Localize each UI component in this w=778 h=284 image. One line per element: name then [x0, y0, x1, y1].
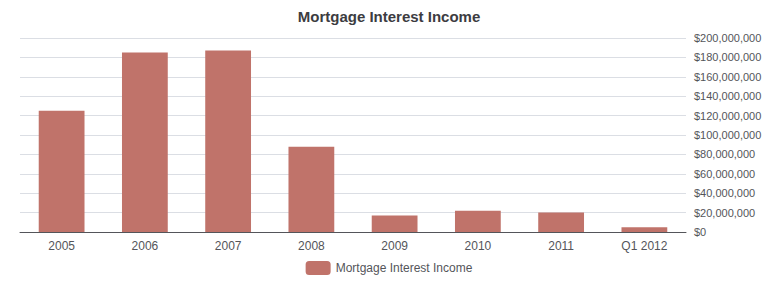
svg-text:$100,000,000: $100,000,000: [694, 129, 761, 141]
svg-text:2005: 2005: [48, 239, 75, 253]
svg-text:2009: 2009: [381, 239, 408, 253]
svg-text:$80,000,000: $80,000,000: [694, 148, 755, 160]
svg-text:2007: 2007: [215, 239, 242, 253]
svg-text:$180,000,000: $180,000,000: [694, 51, 761, 63]
svg-text:$140,000,000: $140,000,000: [694, 90, 761, 102]
svg-text:$0: $0: [694, 226, 706, 238]
svg-text:2006: 2006: [132, 239, 159, 253]
svg-text:Q1 2012: Q1 2012: [621, 239, 667, 253]
svg-text:$160,000,000: $160,000,000: [694, 71, 761, 83]
svg-text:Mortgage Interest Income: Mortgage Interest Income: [336, 261, 473, 275]
svg-text:2010: 2010: [465, 239, 492, 253]
svg-text:2008: 2008: [298, 239, 325, 253]
svg-text:2011: 2011: [548, 239, 574, 253]
svg-text:$120,000,000: $120,000,000: [694, 110, 761, 122]
svg-text:$40,000,000: $40,000,000: [694, 187, 755, 199]
svg-text:Mortgage Interest Income: Mortgage Interest Income: [298, 8, 481, 25]
svg-text:$60,000,000: $60,000,000: [694, 168, 755, 180]
svg-text:$20,000,000: $20,000,000: [694, 207, 755, 219]
svg-text:$200,000,000: $200,000,000: [694, 32, 761, 44]
